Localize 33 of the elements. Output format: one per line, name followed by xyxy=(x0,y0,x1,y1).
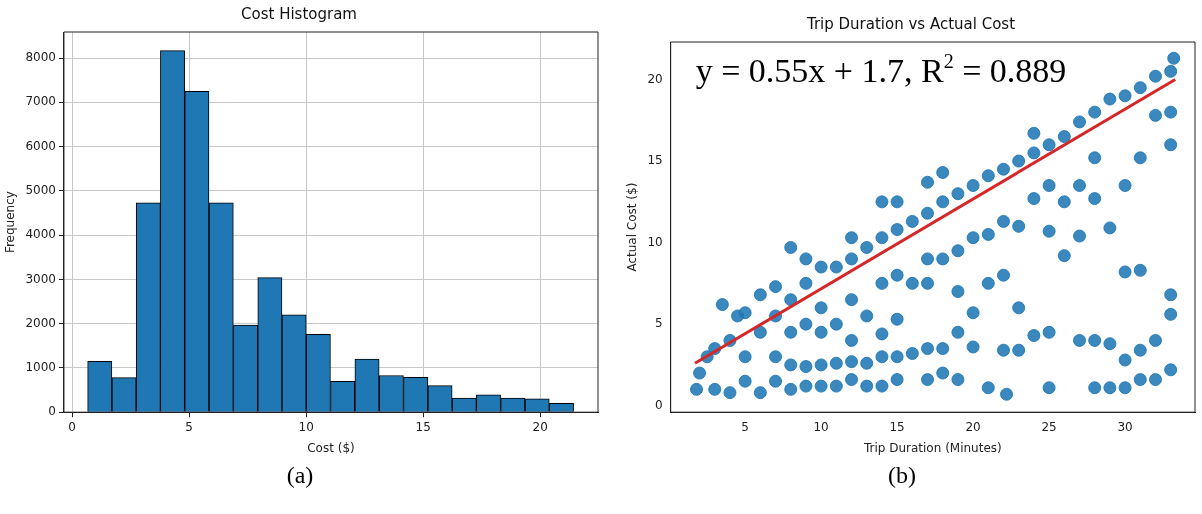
y-tick-label: 6000 xyxy=(25,138,56,153)
y-tick-label: 20 xyxy=(647,71,663,86)
x-tick-label: 15 xyxy=(415,419,431,434)
x-tick-label: 0 xyxy=(68,419,76,434)
y-tick-label: 10 xyxy=(647,234,663,249)
x-tick-label: 20 xyxy=(532,419,548,434)
chart-title: Cost Histogram xyxy=(241,4,357,23)
y-tick-label: 2000 xyxy=(25,315,56,330)
y-tick-label: 0 xyxy=(655,397,663,412)
x-tick-label: 20 xyxy=(965,419,981,434)
y-tick-label: 15 xyxy=(647,153,663,168)
chart-title: Trip Duration vs Actual Cost xyxy=(805,14,1016,33)
x-tick-label: 25 xyxy=(1041,419,1057,434)
x-tick-label: 5 xyxy=(185,419,193,434)
x-tick-label: 5 xyxy=(741,419,749,434)
y-tick-label: 7000 xyxy=(25,94,56,109)
y-tick-label: 4000 xyxy=(25,227,56,242)
text: (a) xyxy=(285,462,315,489)
y-tick-label: 3000 xyxy=(25,271,56,286)
y-tick-label: 5000 xyxy=(25,183,56,198)
x-tick-label: 10 xyxy=(298,419,314,434)
x-axis-title: Trip Duration (Minutes) xyxy=(862,440,1002,455)
y-axis-title: Frequency xyxy=(3,191,18,254)
y-axis-title: Actual Cost ($) xyxy=(625,182,640,272)
y-tick-label: 5 xyxy=(655,316,663,331)
x-tick-label: 15 xyxy=(889,419,905,434)
y-tick-label: 1000 xyxy=(25,360,56,375)
x-tick-label: 10 xyxy=(813,419,829,434)
y-tick-label: 8000 xyxy=(25,50,56,65)
text: (b) xyxy=(887,462,917,489)
x-axis-title: Cost ($) xyxy=(307,440,355,455)
y-tick-label: 0 xyxy=(48,404,56,419)
x-tick-label: 30 xyxy=(1117,419,1133,434)
